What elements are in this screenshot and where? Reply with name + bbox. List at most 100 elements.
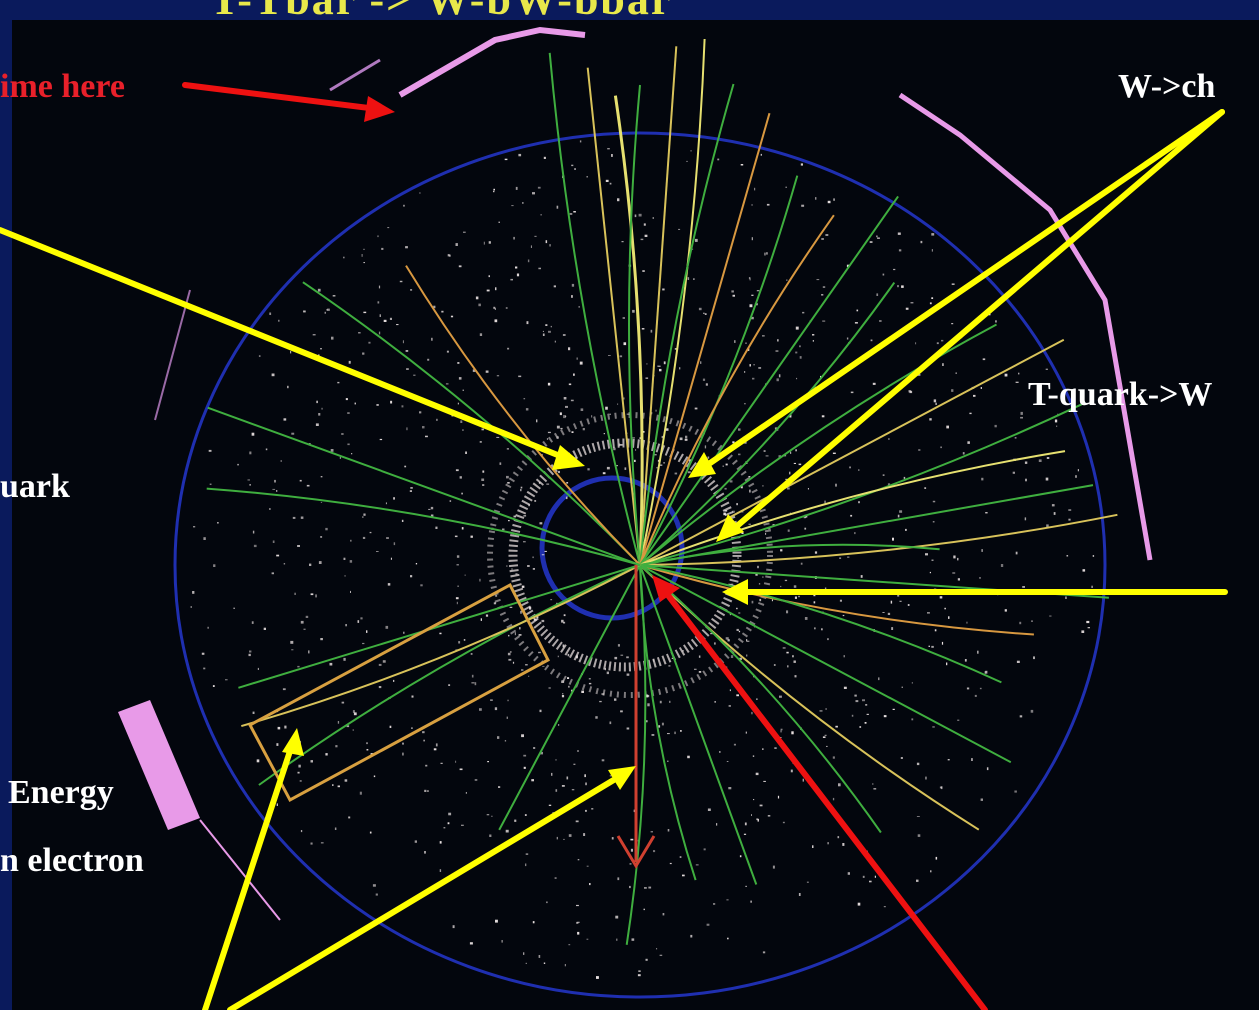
detector-hit: [760, 153, 762, 156]
detector-hit: [678, 228, 681, 230]
detector-hit: [837, 836, 840, 839]
detector-hit: [897, 232, 901, 235]
detector-hit: [504, 740, 507, 742]
detector-hit: [521, 669, 524, 671]
detector-hit: [866, 713, 869, 715]
detector-hit: [739, 657, 742, 660]
red-arrow-time: [182, 82, 388, 113]
detector-hit: [366, 749, 369, 751]
detector-hit: [312, 334, 316, 336]
detector-hit: [362, 516, 364, 518]
particle-track: [639, 338, 1065, 566]
detector-hit: [518, 375, 522, 378]
detector-hit: [474, 779, 478, 781]
detector-hit: [233, 607, 235, 609]
detector-hit: [657, 459, 659, 462]
detector-hit: [389, 725, 392, 728]
detector-hit: [763, 780, 766, 782]
detector-hit: [905, 307, 909, 310]
detector-hit: [843, 686, 847, 689]
particle-track: [207, 406, 641, 566]
detector-hit: [557, 655, 559, 658]
particle-track: [639, 38, 706, 566]
detector-hit: [716, 823, 718, 826]
detector-hit: [652, 659, 655, 662]
detector-hit: [1082, 569, 1086, 572]
detector-hit: [609, 182, 612, 185]
detector-hit: [316, 400, 318, 404]
detector-hit: [753, 799, 755, 801]
detector-hit: [518, 153, 522, 157]
detector-hit: [385, 625, 389, 629]
detector-hit: [684, 438, 688, 441]
detector-hit: [373, 775, 376, 778]
detector-hit: [573, 373, 575, 376]
detector-hit: [854, 532, 856, 535]
detector-hit: [982, 358, 986, 361]
detector-hit: [335, 745, 338, 748]
detector-hit: [406, 368, 409, 370]
detector-hit: [939, 596, 943, 599]
detector-hit: [832, 756, 835, 759]
detector-hit: [352, 710, 355, 713]
detector-hit: [645, 377, 649, 379]
detector-hit: [315, 594, 317, 598]
detector-hit: [870, 339, 873, 342]
detector-hit: [744, 371, 746, 373]
detector-hit: [1000, 564, 1004, 567]
detector-hit: [547, 431, 551, 434]
detector-hit: [278, 319, 280, 322]
detector-hit: [363, 262, 365, 264]
detector-hit: [740, 164, 744, 166]
detector-hit: [401, 405, 404, 408]
detector-hit: [563, 415, 566, 419]
detector-hit: [604, 667, 606, 671]
detector-hit: [463, 231, 466, 233]
detector-hit: [872, 382, 876, 385]
detector-hit: [556, 836, 558, 840]
detector-hit: [609, 775, 613, 777]
detector-hit: [835, 725, 838, 728]
detector-hit: [586, 938, 589, 940]
detector-hit: [587, 468, 590, 471]
detector-hit: [523, 766, 526, 769]
detector-hit: [615, 465, 618, 467]
detector-hit: [393, 542, 396, 546]
detector-hit: [403, 631, 405, 634]
detector-hit: [786, 651, 789, 654]
detector-hit: [789, 471, 791, 475]
detector-hit: [948, 616, 950, 619]
detector-hit: [686, 160, 688, 162]
detector-hit: [933, 399, 937, 403]
detector-hit: [799, 356, 802, 359]
detector-hit: [448, 812, 452, 816]
detector-hit: [482, 484, 485, 486]
detector-hit: [521, 734, 524, 738]
detector-hit: [512, 661, 515, 664]
detector-hit: [665, 428, 669, 431]
detector-hit: [532, 192, 535, 195]
detector-hit: [430, 514, 434, 517]
yellow-arrow-w-2: [727, 109, 1225, 535]
detector-hit: [916, 879, 919, 882]
detector-hit: [790, 769, 793, 773]
detector-hit: [714, 701, 716, 703]
detector-hit: [821, 294, 824, 296]
detector-hit: [433, 305, 436, 309]
detector-hit: [916, 816, 920, 817]
detector-hit: [887, 483, 891, 486]
detector-hit: [354, 402, 356, 405]
detector-hit: [271, 572, 274, 575]
detector-hit: [663, 361, 666, 365]
detector-hit: [634, 459, 636, 462]
particle-track: [625, 564, 647, 945]
detector-hit: [629, 885, 631, 889]
detector-hit: [897, 594, 900, 597]
detector-hit: [436, 418, 438, 421]
detector-hit: [381, 247, 384, 250]
detector-hit: [506, 565, 508, 567]
detector-hit: [869, 241, 873, 243]
detector-hit: [609, 413, 611, 415]
detector-hit: [1022, 586, 1025, 588]
detector-hit: [911, 718, 914, 721]
